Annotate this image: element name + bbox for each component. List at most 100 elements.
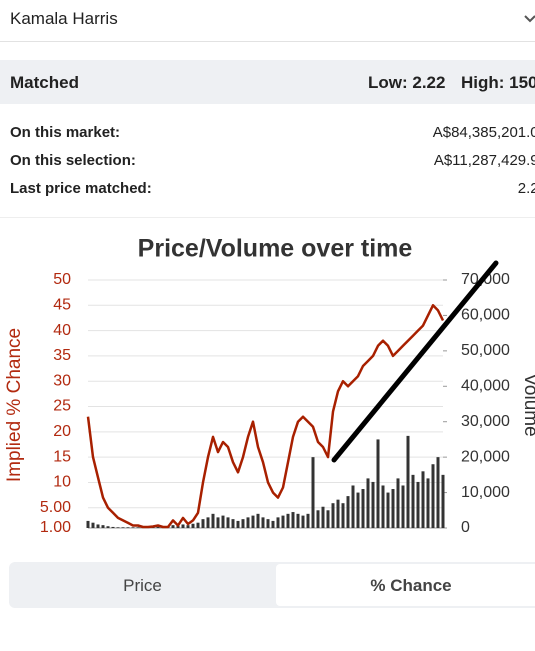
volume-bar xyxy=(421,471,425,528)
volume-bar xyxy=(341,503,345,528)
y2-tick-label: 40,000 xyxy=(461,378,510,395)
tab[interactable]: % Chance xyxy=(370,576,452,595)
volume-bar xyxy=(196,522,200,528)
volume-bar xyxy=(106,526,110,528)
volume-bar xyxy=(321,506,325,528)
volume-bar xyxy=(291,512,295,528)
price-line xyxy=(86,304,445,529)
volume-bar xyxy=(426,478,430,528)
volume-bar xyxy=(91,522,95,528)
volume-bar xyxy=(326,510,330,528)
matched-label: Matched xyxy=(10,73,79,92)
volume-bar xyxy=(371,481,375,528)
stat-value: A$84,385,201.00 xyxy=(432,124,535,141)
y2-tick-label: 30,000 xyxy=(461,413,510,430)
volume-bar xyxy=(176,525,180,528)
volume-bar xyxy=(376,439,380,528)
volume-bar xyxy=(236,520,240,528)
volume-bar xyxy=(436,457,440,528)
volume-bar xyxy=(306,513,310,528)
volume-bar xyxy=(271,520,275,528)
volume-bar xyxy=(216,517,220,528)
volume-bar xyxy=(431,464,435,528)
volume-bar xyxy=(381,485,385,528)
volume-bar xyxy=(136,527,140,528)
volume-bar xyxy=(416,481,420,528)
y-tick-label: 40 xyxy=(53,322,71,339)
y2-tick-label: 20,000 xyxy=(461,448,510,465)
header-title: Kamala Harris xyxy=(10,9,118,28)
volume-bar xyxy=(301,515,305,528)
volume-bar xyxy=(401,485,405,528)
stat-label: On this selection: xyxy=(10,152,136,169)
volume-bar xyxy=(296,513,300,528)
chart: Price/Volume over time Implied % Chance … xyxy=(4,235,535,537)
volume-bar xyxy=(406,435,410,528)
volume-bar xyxy=(256,513,260,528)
y-tick-label: 30 xyxy=(53,372,71,389)
annotation-stroke xyxy=(331,260,499,463)
volume-bar xyxy=(351,485,355,528)
volume-bar xyxy=(316,510,320,528)
volume-bar xyxy=(246,517,250,528)
y2-tick-label: 0 xyxy=(461,519,470,536)
volume-bar xyxy=(116,527,120,528)
volume-bar xyxy=(266,519,270,528)
y-tick-label: 10 xyxy=(53,474,71,491)
volume-bar xyxy=(211,513,215,528)
volume-bar xyxy=(171,525,175,528)
volume-bar xyxy=(191,523,195,528)
volume-bar xyxy=(206,517,210,528)
volume-bar xyxy=(276,517,280,528)
volume-bar xyxy=(261,517,265,528)
y2-axis-label: Volume xyxy=(520,373,535,436)
volume-bar xyxy=(281,515,285,528)
y-axis-label: Implied % Chance xyxy=(4,328,25,482)
y-tick-label: 25 xyxy=(53,398,71,415)
volume-bar xyxy=(181,524,185,528)
volume-bar xyxy=(386,492,390,528)
volume-bar xyxy=(391,489,395,528)
header[interactable]: Kamala Harris xyxy=(0,0,535,42)
y2-tick-label: 60,000 xyxy=(461,307,510,324)
y-tick-label: 35 xyxy=(53,347,71,364)
volume-bar xyxy=(336,499,340,528)
matched-bar: Matched Low: 2.22 High: 150 xyxy=(0,60,535,104)
chart-title: Price/Volume over time xyxy=(138,235,413,263)
volume-bar xyxy=(221,515,225,528)
volume-bar xyxy=(131,527,135,528)
volume-bar xyxy=(411,474,415,528)
volume-bar xyxy=(96,524,100,528)
volume-bar xyxy=(286,513,290,528)
volume-bar xyxy=(366,478,370,528)
y-tick-label: 50 xyxy=(53,271,71,288)
volume-bar xyxy=(226,517,230,528)
y-tick-label: 1.00 xyxy=(40,519,71,536)
y2-tick-label: 70,000 xyxy=(461,271,510,288)
volume-bar xyxy=(121,527,125,528)
stat-value: 2.28 xyxy=(517,180,535,197)
tab[interactable]: Price xyxy=(123,576,162,595)
stat-value: A$11,287,429.92 xyxy=(433,152,535,169)
volume-bar xyxy=(331,503,335,528)
y-tick-label: 5.00 xyxy=(40,499,71,516)
volume-bar xyxy=(156,526,160,528)
volume-bar xyxy=(311,457,315,528)
tab-bar: Price % Chance xyxy=(9,562,535,608)
volume-bar xyxy=(441,474,445,528)
divider xyxy=(0,217,535,218)
volume-bar xyxy=(201,519,205,528)
volume-bar xyxy=(86,520,90,528)
volume-bar xyxy=(186,525,190,528)
matched-high: High: 150 xyxy=(461,73,535,92)
matched-low: Low: 2.22 xyxy=(368,73,446,92)
tab-active-bg xyxy=(276,564,535,606)
volume-bar xyxy=(356,492,360,528)
y-tick-label: 20 xyxy=(53,423,71,440)
volume-bar xyxy=(241,519,245,528)
y2-tick-label: 50,000 xyxy=(461,342,510,359)
volume-bar xyxy=(396,478,400,528)
volume-bar xyxy=(101,525,105,528)
volume-bar xyxy=(111,526,115,528)
